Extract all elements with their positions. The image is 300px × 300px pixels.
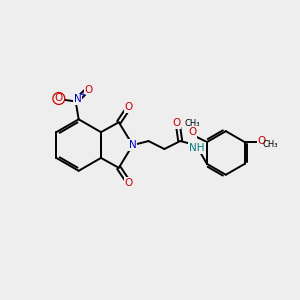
Text: O: O	[172, 118, 180, 128]
Text: O: O	[55, 94, 63, 103]
Text: CH₃: CH₃	[263, 140, 278, 148]
Text: O: O	[124, 102, 133, 112]
Text: NH: NH	[189, 143, 205, 153]
Text: O: O	[188, 127, 196, 137]
Text: O: O	[257, 136, 266, 146]
Text: O: O	[84, 85, 93, 94]
Text: N: N	[74, 94, 82, 104]
Text: N: N	[129, 140, 136, 150]
Text: O: O	[124, 178, 133, 188]
Text: +: +	[80, 90, 86, 99]
Text: CH₃: CH₃	[184, 119, 200, 128]
